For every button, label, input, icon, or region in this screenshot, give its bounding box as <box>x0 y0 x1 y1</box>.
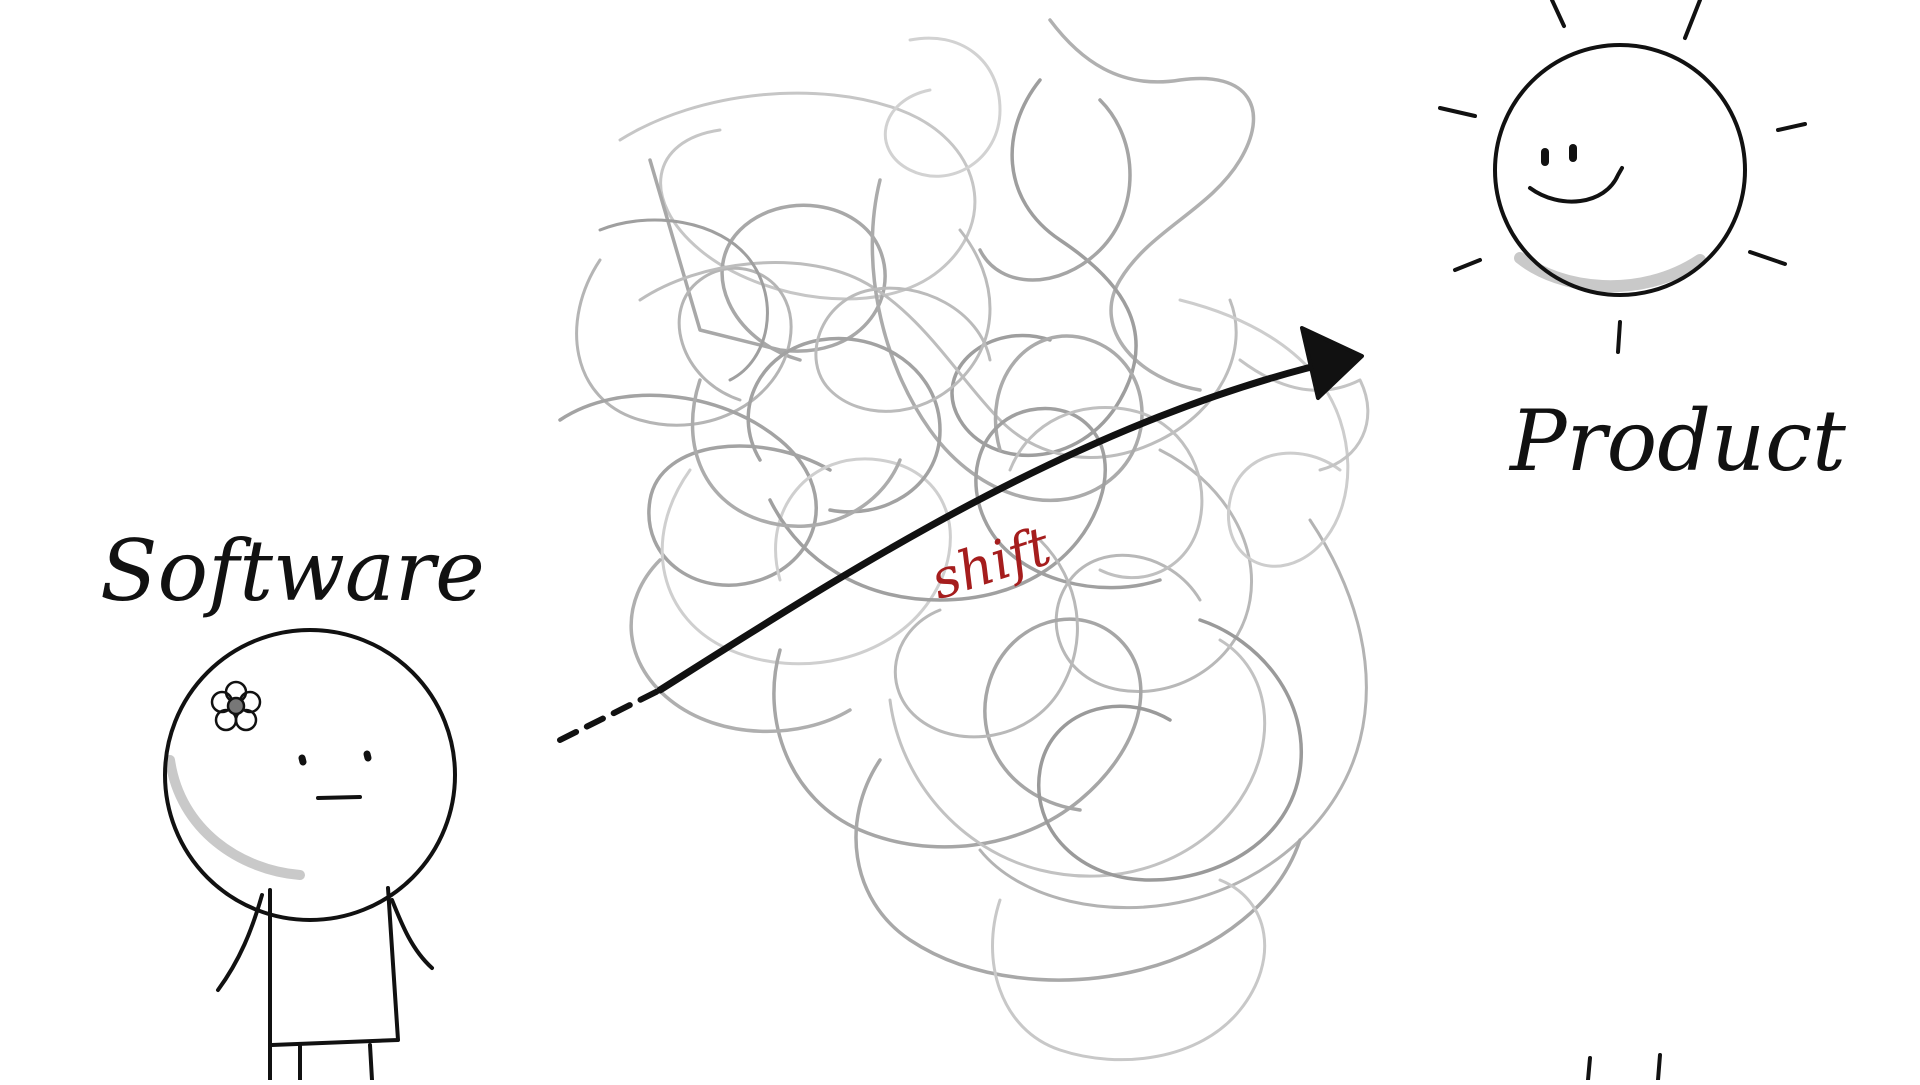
sun-ray <box>1683 0 1702 40</box>
eye-right <box>363 750 372 762</box>
software-figure <box>163 628 457 1082</box>
arrow-head <box>1300 326 1364 400</box>
bottom-strokes <box>1586 1053 1662 1082</box>
sun-smile <box>1528 166 1624 204</box>
shift-label: shift <box>923 514 1058 612</box>
arm-right <box>390 898 434 970</box>
legs <box>298 1043 374 1082</box>
mouth <box>316 795 362 800</box>
shift-arrow: shift <box>557 326 1364 743</box>
sun-ray <box>1438 106 1477 118</box>
arrow-shaft <box>656 356 1344 694</box>
sun-face <box>1493 43 1747 297</box>
sun-shadow <box>1514 252 1706 293</box>
arm-left <box>216 893 264 992</box>
head-shadow <box>165 755 305 880</box>
product-label: Product <box>1508 392 1846 490</box>
software-label: Software <box>100 522 485 620</box>
sun-ray <box>1453 258 1482 272</box>
head <box>163 628 457 922</box>
sun-ray <box>1776 122 1807 132</box>
product-sun <box>1438 0 1807 1082</box>
flower-icon <box>210 680 262 732</box>
arrow-dashed-tail <box>557 687 663 743</box>
sun-ray <box>1748 250 1787 266</box>
sun-ray <box>1550 0 1566 28</box>
body <box>268 886 400 1082</box>
sun-ray <box>1616 320 1622 354</box>
eye-left <box>298 754 307 766</box>
tangled-scribble <box>558 18 1370 1062</box>
